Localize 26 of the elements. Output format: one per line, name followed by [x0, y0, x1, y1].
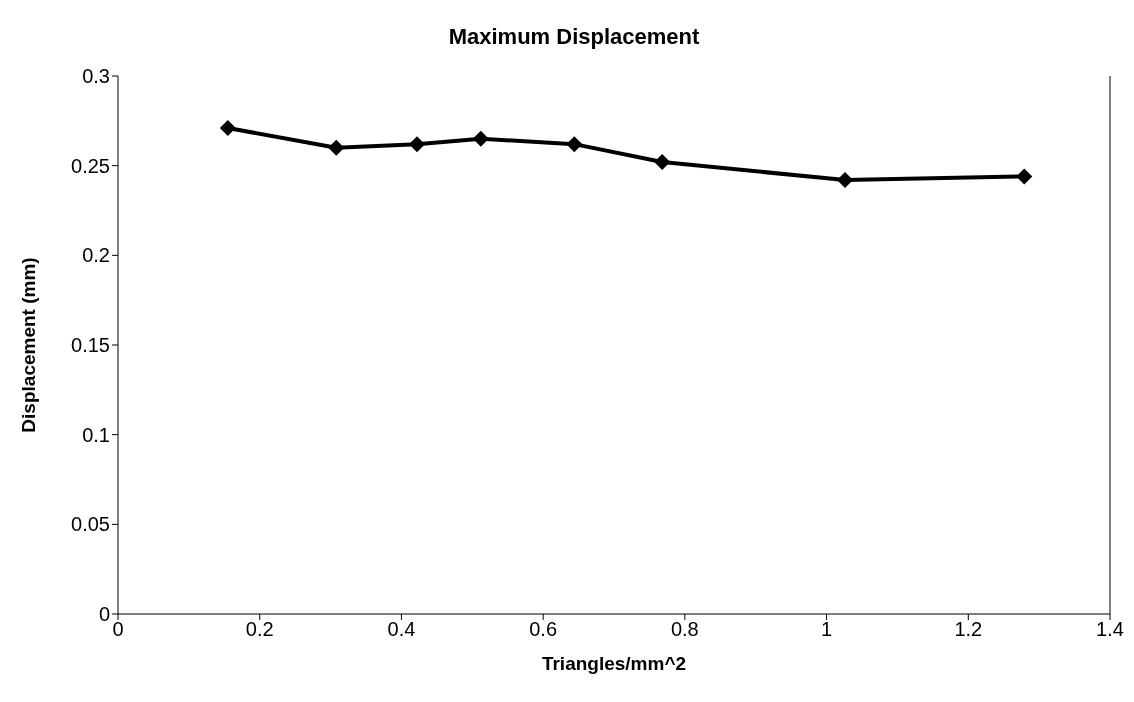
y-tick-label: 0.1 — [82, 423, 110, 446]
y-tick-label: 0.15 — [71, 334, 110, 357]
point — [328, 139, 345, 156]
x-axis-title: Triangles/mm^2 — [541, 653, 687, 674]
x-tick-label: 0.2 — [245, 618, 274, 641]
x-tick-label: 0.4 — [387, 618, 416, 641]
point — [409, 136, 426, 153]
point — [1016, 168, 1033, 185]
x-tick-label: 1.2 — [954, 618, 983, 641]
x-tick-label: 0.8 — [670, 618, 699, 641]
point — [219, 120, 236, 137]
point — [654, 154, 671, 171]
point — [472, 130, 489, 147]
y-tick-label: 0.3 — [82, 65, 110, 88]
y-tick-label: 0.05 — [71, 513, 110, 536]
y-tick-label: 0 — [98, 603, 110, 626]
x-tick-label: 1 — [821, 618, 833, 641]
chart-title: Maximum Displacement — [448, 23, 700, 49]
x-tick-label: 0.6 — [529, 618, 558, 641]
point — [836, 172, 853, 189]
y-tick-label: 0.2 — [82, 244, 110, 267]
x-tick-label: 1.4 — [1096, 618, 1124, 641]
y-tick-label: 0.25 — [71, 154, 110, 177]
x-tick-label: 0 — [112, 618, 124, 641]
point — [566, 136, 583, 153]
y-axis-title: Displacement (mm) — [17, 257, 39, 433]
